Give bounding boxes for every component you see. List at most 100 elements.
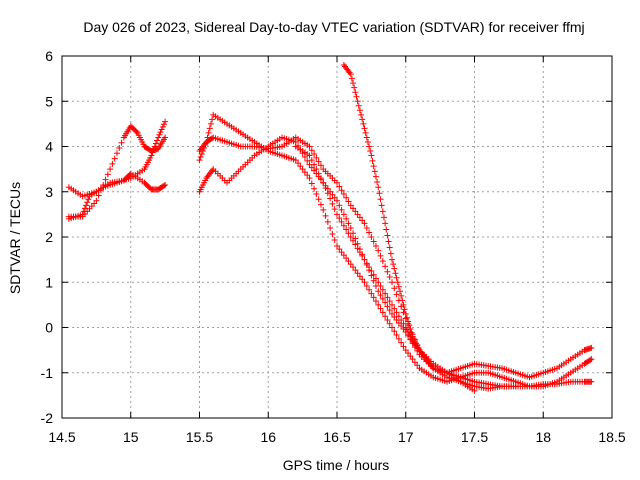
x-tick-label: 15.5 [186,429,213,445]
data-point [356,107,363,114]
data-point [345,198,352,205]
data-point [389,310,395,317]
data-point [331,237,338,244]
data-point [345,220,352,227]
data-point [347,71,354,78]
data-point [400,320,407,327]
data-point [382,220,389,227]
chart-title: Day 026 of 2023, Sidereal Day-to-day VTE… [83,19,584,35]
data-point [315,170,322,177]
data-point [340,252,347,259]
data-point [384,316,391,323]
data-point [197,154,204,161]
data-point [340,222,347,229]
data-point [361,279,368,286]
data-point [356,214,363,221]
data-point [367,148,374,155]
data-point [384,268,391,275]
data-point [116,145,123,152]
data-point [317,201,324,208]
data-point [306,143,313,150]
data-point [329,191,336,198]
data-point [324,190,331,197]
data-point [351,84,358,91]
data-point [107,166,114,173]
data-point [311,161,318,168]
data-point [379,208,386,215]
series-track-8 [292,143,478,394]
x-tick-label: 17 [398,429,414,445]
data-point [512,383,519,390]
data-point [587,356,594,363]
data-point [362,129,369,136]
data-point [372,298,379,305]
data-point [198,151,205,158]
y-axis-title: SDTVAR / TECUs [7,182,23,294]
data-point [375,288,382,295]
data-point [354,211,361,218]
data-point [196,157,203,164]
data-point [378,202,385,209]
data-point [395,319,402,326]
data-point [334,197,340,204]
data-point [162,181,169,188]
data-point [297,163,304,170]
data-point [375,184,382,191]
data-point [398,292,405,299]
data-point [383,226,390,233]
data-point [304,172,311,179]
data-point [354,98,361,105]
data-point [375,279,382,286]
series-track-7 [340,62,519,390]
data-point [343,226,350,233]
series-track-1 [65,118,169,222]
data-point [308,157,315,164]
data-point [308,147,315,154]
data-point [340,211,347,218]
y-tick-label: 4 [45,139,53,155]
data-point [155,134,162,141]
data-point [393,274,400,281]
data-point [384,303,391,310]
data-point [401,306,408,313]
data-point [588,356,595,363]
data-point [377,292,384,299]
data-point [118,139,125,146]
data-point [389,301,395,308]
data-point [402,347,409,354]
data-point [374,178,381,185]
data-point [386,273,393,280]
data-point [406,322,413,329]
data-point [370,163,377,170]
data-point [160,182,167,189]
data-point [372,275,379,282]
data-point [361,125,368,132]
data-point [350,264,357,271]
data-point [322,212,329,219]
data-point [393,332,400,339]
data-point [393,309,400,316]
data-point [299,166,306,173]
data-point [366,229,373,236]
data-point [295,160,302,167]
data-point [414,362,421,369]
data-point [85,196,92,203]
data-point [207,120,214,127]
data-point [361,220,368,227]
data-point [338,249,345,256]
data-point [306,152,313,159]
x-axis-title: GPS time / hours [283,457,390,473]
data-point [292,157,299,164]
data-point [407,326,414,333]
data-point [311,185,318,192]
y-tick-label: -2 [41,410,54,426]
data-point [588,378,595,385]
data-point [363,134,370,141]
data-points [65,62,595,394]
y-tick-label: 1 [45,274,53,290]
data-point [329,200,336,207]
data-point [400,343,407,350]
data-point [301,169,308,176]
data-point [369,157,376,164]
data-point [588,344,595,351]
